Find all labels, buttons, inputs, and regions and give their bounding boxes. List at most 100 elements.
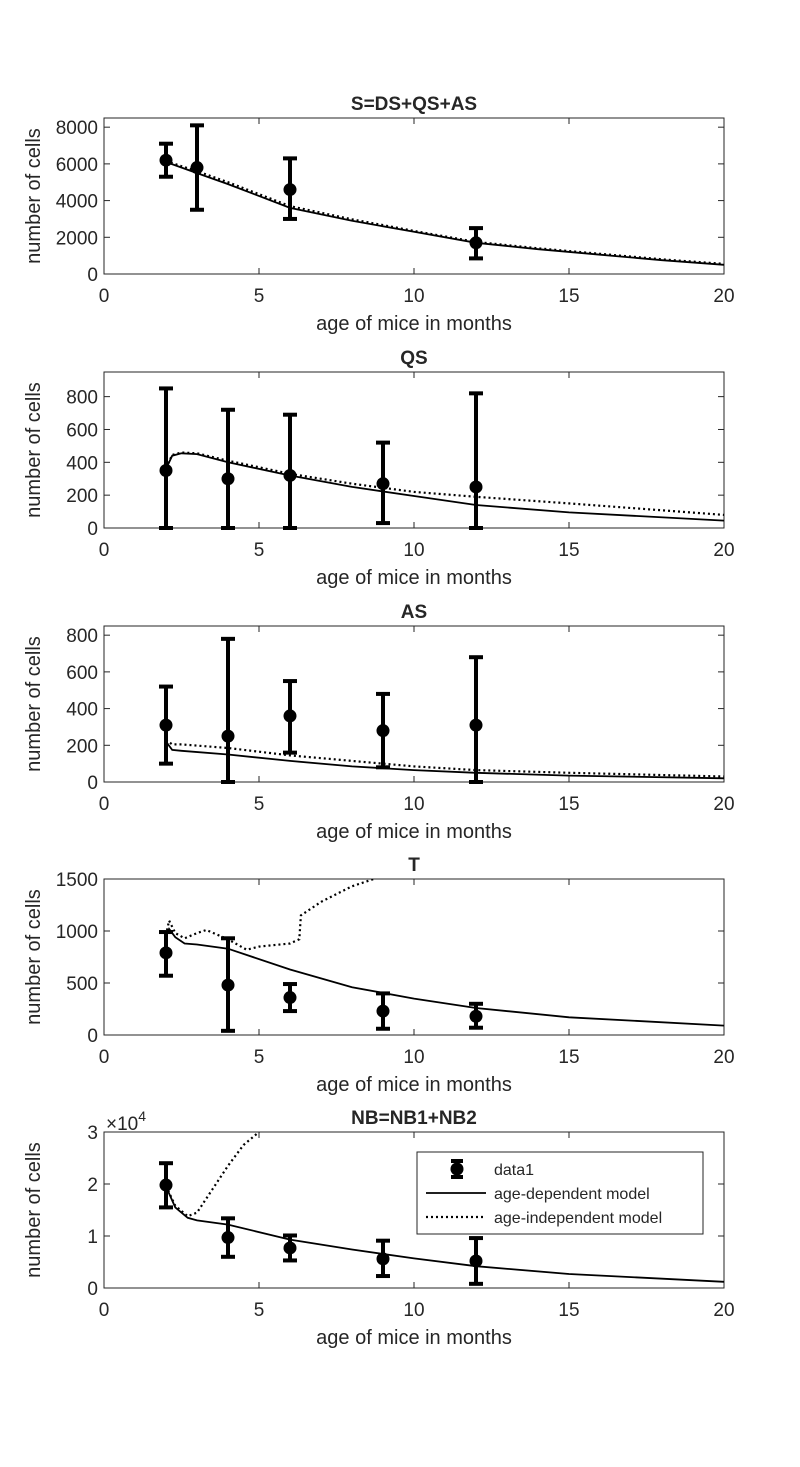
- chart-title: T: [408, 855, 420, 876]
- y-tick-label: 0: [87, 265, 98, 286]
- error-bar: [283, 982, 297, 1014]
- y-tick-label: 6000: [56, 155, 98, 176]
- x-tick-label: 0: [99, 286, 110, 307]
- x-axis-label: age of mice in months: [316, 821, 512, 843]
- data-point: [283, 468, 297, 482]
- plot-area: [103, 878, 725, 1036]
- chart-title: NB=NB1+NB2: [351, 1108, 477, 1129]
- y-tick-label: 200: [66, 736, 98, 757]
- legend-entry-2: age-dependent model: [494, 1186, 650, 1203]
- error-bar: [376, 691, 390, 770]
- error-bar: [159, 930, 173, 978]
- legend: data1 age-dependent model age-independent …: [416, 1151, 704, 1235]
- chart-panel-4: T 0 5 10 15 20 0 500 1000 1500 age of mice in mont…: [23, 855, 735, 1096]
- x-tick-label: 10: [403, 794, 424, 815]
- x-tick-label: 10: [403, 1300, 424, 1321]
- data-point: [190, 161, 204, 175]
- data-point: [221, 1231, 235, 1245]
- chart-title: AS: [401, 602, 427, 623]
- y-tick-label: 0: [87, 1026, 98, 1047]
- y-tick-label: 8000: [56, 118, 98, 139]
- y-tick-label: 3: [87, 1123, 98, 1144]
- data-point: [376, 477, 390, 491]
- error-bar: [283, 412, 297, 530]
- error-bar: [469, 1001, 483, 1030]
- x-tick-label: 5: [254, 1047, 265, 1068]
- x-axis-label: age of mice in months: [316, 1074, 512, 1096]
- error-bar: [283, 679, 297, 755]
- x-tick-label: 20: [713, 1047, 734, 1068]
- age-independent-model-line: [165, 160, 724, 265]
- y-tick-label: 1500: [56, 870, 98, 891]
- plot-area: [103, 625, 725, 783]
- data-point: [283, 1241, 297, 1255]
- error-bar: [469, 391, 483, 530]
- legend-entry-1: data1: [494, 1162, 534, 1179]
- error-bar: [190, 123, 204, 212]
- data-point: [469, 236, 483, 250]
- x-tick-label: 20: [713, 540, 734, 561]
- x-tick-label: 5: [254, 1300, 265, 1321]
- chart-title: QS: [400, 348, 427, 369]
- x-tick-label: 20: [713, 286, 734, 307]
- x-tick-label: 10: [403, 286, 424, 307]
- y-tick-label: 800: [66, 388, 98, 409]
- y-tick-label: 600: [66, 663, 98, 684]
- x-tick-label: 20: [713, 794, 734, 815]
- x-tick-label: 0: [99, 794, 110, 815]
- y-tick-label: 500: [66, 974, 98, 995]
- y-axis-label: number of cells: [23, 128, 45, 264]
- error-bar: [376, 440, 390, 526]
- y-axis-label: number of cells: [23, 1142, 45, 1278]
- age-independent-model-line: [164, 879, 375, 951]
- legend-point: [450, 1162, 464, 1176]
- plot-area: [103, 117, 725, 275]
- chart-panel-5: NB=NB1+NB2 0 5 10 15 20 0 1 2 3 ×104 age of mice in…: [23, 1108, 735, 1349]
- y-tick-label: 400: [66, 700, 98, 721]
- y-exponent-label: ×104: [106, 1108, 146, 1135]
- error-bar: [283, 1233, 297, 1263]
- data-point: [469, 718, 483, 732]
- data-point: [376, 724, 390, 738]
- x-tick-label: 5: [254, 794, 265, 815]
- data-point: [283, 991, 297, 1005]
- y-tick-label: 4000: [56, 192, 98, 213]
- error-bar: [376, 991, 390, 1031]
- data-points: [159, 1161, 483, 1286]
- chart-title: S=DS+QS+AS: [351, 94, 477, 115]
- data-point: [376, 1004, 390, 1018]
- x-axis-label: age of mice in months: [316, 567, 512, 589]
- y-exponent: 4: [138, 1108, 146, 1124]
- data-points: [159, 930, 483, 1033]
- data-point: [159, 718, 173, 732]
- y-tick-label: 1000: [56, 922, 98, 943]
- data-point: [159, 946, 173, 960]
- x-tick-label: 5: [254, 540, 265, 561]
- y-tick-label: 200: [66, 486, 98, 507]
- data-point: [376, 1252, 390, 1266]
- plot-lines: [165, 160, 724, 266]
- x-tick-label: 15: [558, 794, 579, 815]
- y-tick-label: 0: [87, 773, 98, 794]
- chart-panel-1: S=DS+QS+AS 0 5 10 15 20 0 2000 4000 6000 8000 age o…: [23, 94, 735, 335]
- x-tick-label: 0: [99, 1300, 110, 1321]
- error-bar: [159, 386, 173, 530]
- age-dependent-model-line: [165, 741, 724, 780]
- error-bar: [469, 1236, 483, 1286]
- y-tick-label: 2000: [56, 228, 98, 249]
- legend-entry-3: age-independent model: [494, 1210, 662, 1227]
- y-tick-label: 800: [66, 626, 98, 647]
- error-bar: [221, 636, 235, 784]
- age-independent-model-line: [165, 451, 724, 516]
- y-tick-label: 1: [87, 1227, 98, 1248]
- data-point: [221, 729, 235, 743]
- x-tick-label: 20: [713, 1300, 734, 1321]
- x-tick-label: 15: [558, 1047, 579, 1068]
- data-points: [159, 386, 483, 530]
- y-tick-label: 2: [87, 1175, 98, 1196]
- age-independent-model-line: [165, 1132, 260, 1218]
- x-axis-label: age of mice in months: [316, 313, 512, 335]
